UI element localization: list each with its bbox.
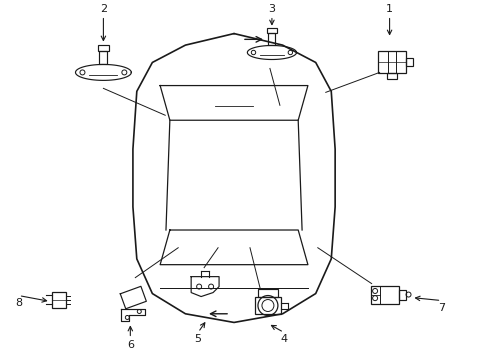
Bar xyxy=(370,285,398,303)
Text: 5: 5 xyxy=(194,334,201,345)
Bar xyxy=(254,297,280,315)
Text: 6: 6 xyxy=(126,340,134,350)
Text: 1: 1 xyxy=(386,4,392,14)
Bar xyxy=(377,51,405,73)
Bar xyxy=(398,289,405,300)
Bar xyxy=(266,28,276,33)
Text: 2: 2 xyxy=(100,4,107,14)
Bar xyxy=(99,50,107,64)
Text: 3: 3 xyxy=(268,4,275,14)
Bar xyxy=(405,58,412,67)
Bar xyxy=(51,292,65,307)
Bar xyxy=(258,289,277,297)
Bar xyxy=(98,45,109,50)
Text: 7: 7 xyxy=(437,302,444,312)
Bar xyxy=(386,73,396,80)
Bar xyxy=(268,33,275,45)
Text: 4: 4 xyxy=(280,334,287,345)
Text: 8: 8 xyxy=(15,297,22,307)
